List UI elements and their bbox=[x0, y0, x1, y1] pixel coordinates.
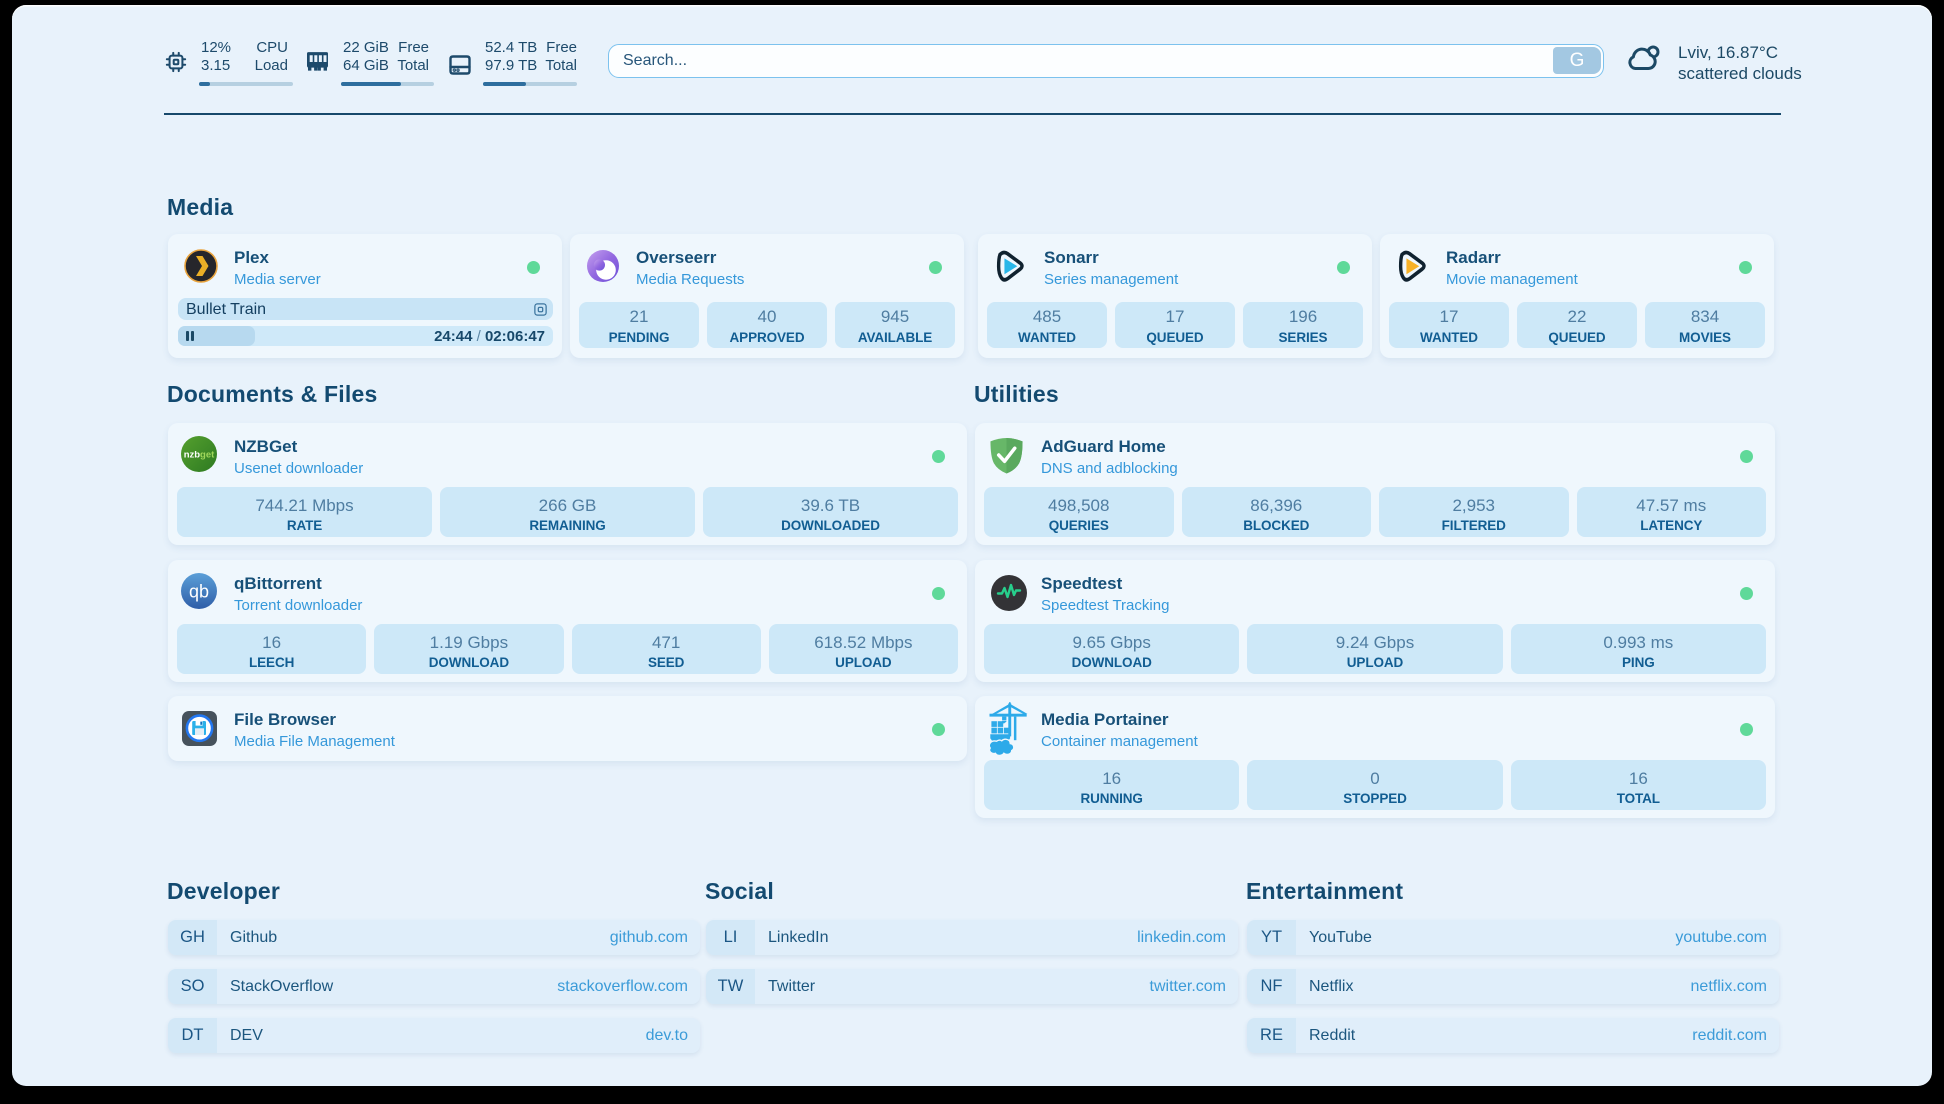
svg-text:nzbget: nzbget bbox=[184, 450, 215, 461]
svg-text:qb: qb bbox=[189, 582, 209, 602]
